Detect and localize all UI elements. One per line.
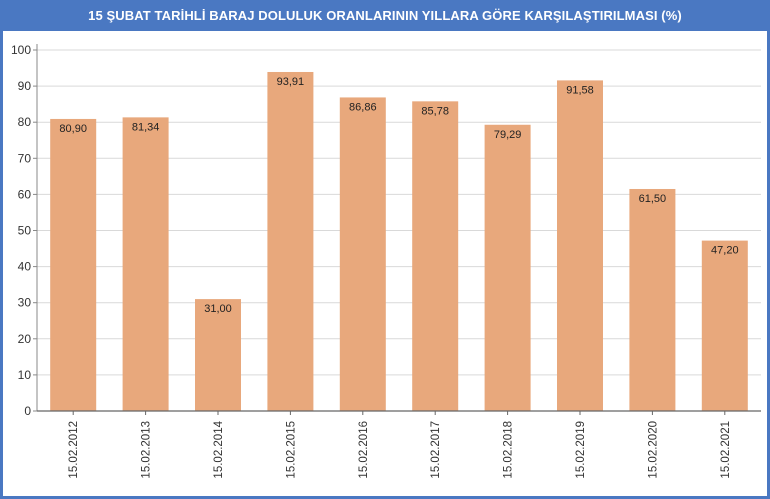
x-tick-label: 15.02.2019	[575, 421, 587, 479]
bar	[339, 97, 386, 412]
bar	[412, 101, 459, 411]
data-label: 91,58	[566, 84, 594, 96]
y-tick-label: 60	[18, 187, 32, 201]
label-layer: 80,90 81,34 31,00 93,91 86,86 85,78 79,29 91,58…	[59, 76, 738, 315]
y-tick-label: 20	[18, 332, 32, 346]
y-tick-label: 10	[18, 368, 32, 382]
y-tick-label: 50	[18, 224, 32, 238]
bar-layer	[50, 71, 748, 412]
bar	[50, 118, 97, 412]
y-tick-label: 100	[11, 43, 31, 57]
title-bar: 15 ŞUBAT TARİHLİ BARAJ DOLULUK ORANLARIN…	[3, 0, 767, 31]
data-label: 81,34	[132, 121, 160, 133]
y-tick-label: 40	[18, 260, 32, 274]
bar	[557, 80, 603, 411]
bar	[195, 299, 241, 411]
data-label: 79,29	[494, 129, 522, 141]
data-label: 80,90	[59, 123, 87, 135]
data-label: 47,20	[711, 245, 739, 257]
bar-chart: 80,90 81,34 31,00 93,91 86,86 85,78 79,29 91,58…	[11, 43, 761, 479]
x-tick-label: 15.02.2017	[430, 421, 442, 479]
x-tick-label: 15.02.2020	[647, 421, 659, 479]
y-tick-label: 80	[18, 115, 32, 129]
y-tick-label: 90	[18, 79, 32, 93]
x-tick-label: 15.02.2021	[720, 421, 732, 479]
y-tick-label: 30	[18, 296, 32, 310]
x-tick-label: 15.02.2013	[141, 421, 153, 479]
bar	[267, 71, 314, 412]
data-label: 86,86	[349, 101, 377, 113]
x-tick-label: 15.02.2014	[213, 420, 225, 478]
bar	[484, 124, 531, 412]
x-tick-label: 15.02.2015	[285, 421, 297, 479]
y-tick-label: 0	[24, 404, 31, 418]
y-tick-label: 70	[18, 151, 32, 165]
axis-layer: 0 10 20 30 40 50 60 70 80 90 100 15.02.2012 15.02.20…	[11, 43, 761, 479]
x-tick-label: 15.02.2012	[68, 421, 80, 479]
data-label: 85,78	[421, 105, 449, 117]
data-label: 31,00	[204, 303, 232, 315]
bar	[629, 188, 676, 411]
chart-title: 15 ŞUBAT TARİHLİ BARAJ DOLULUK ORANLARIN…	[88, 8, 682, 23]
x-tick-label: 15.02.2018	[503, 421, 515, 479]
x-tick-label: 15.02.2016	[358, 421, 370, 479]
data-label: 61,50	[639, 193, 667, 205]
data-label: 93,91	[277, 76, 305, 88]
bar	[701, 240, 748, 411]
bar	[122, 117, 169, 411]
